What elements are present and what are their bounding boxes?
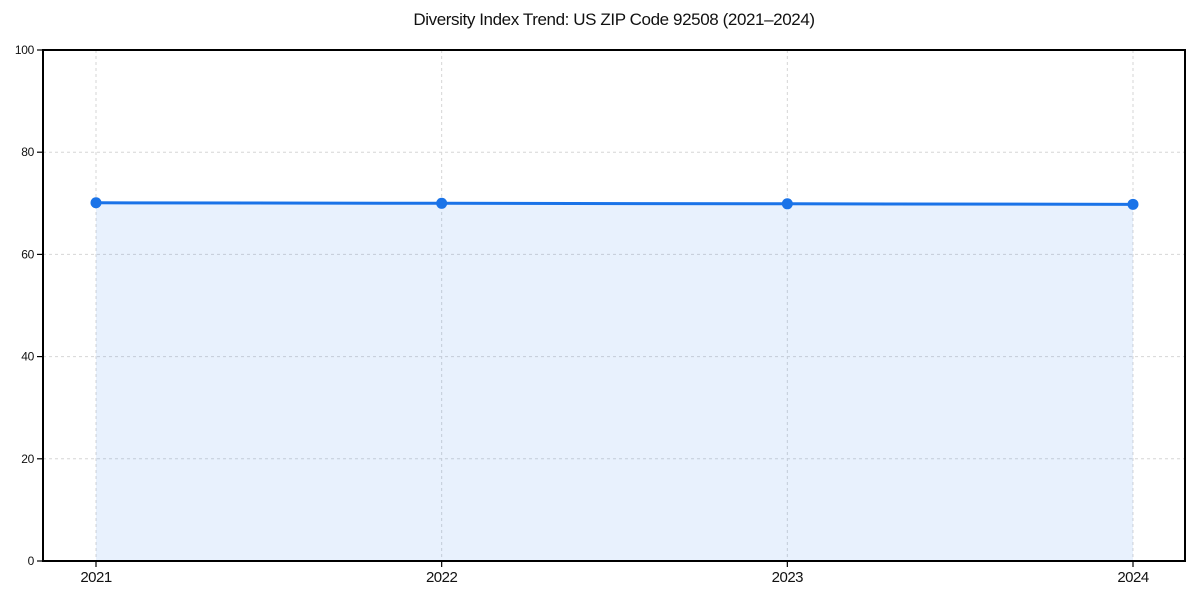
x-tick-label: 2021 — [80, 569, 112, 586]
y-tick-label: 20 — [21, 452, 34, 466]
trend-line — [94, 201, 1135, 206]
x-tick-label: 2023 — [772, 569, 804, 586]
data-point — [781, 198, 793, 210]
chart-title: Diversity Index Trend: US ZIP Code 92508… — [413, 10, 815, 29]
plot-border — [42, 49, 1186, 562]
x-tick-label: 2024 — [1117, 569, 1149, 586]
x-tick-label: 2022 — [426, 569, 458, 586]
area-fill — [96, 202, 1133, 561]
y-tick-label: 60 — [21, 247, 34, 261]
data-point — [436, 197, 448, 209]
y-tick-label: 40 — [21, 350, 34, 364]
y-tick-label: 80 — [21, 145, 34, 159]
data-point — [1127, 198, 1139, 210]
data-point — [90, 197, 102, 209]
y-tick-label: 0 — [28, 554, 35, 568]
y-tick-label: 100 — [15, 43, 35, 57]
